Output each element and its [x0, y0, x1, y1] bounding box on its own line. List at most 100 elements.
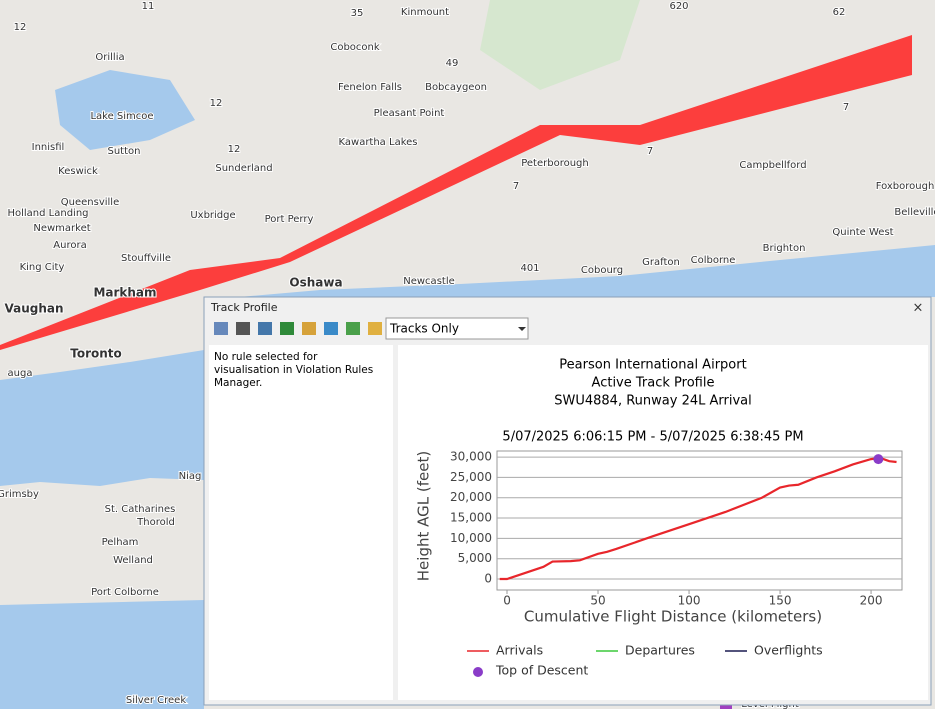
tool-icon[interactable] [280, 322, 294, 335]
y-tick-label: 20,000 [450, 490, 492, 504]
dropdown[interactable] [385, 317, 529, 340]
message: Manager. [214, 377, 262, 389]
map-label: Fenelon Falls [338, 82, 402, 93]
map-label: Cobourg [581, 265, 623, 276]
lake-ontario [0, 350, 204, 486]
map-label: Vaughan [4, 302, 63, 316]
map-label: 401 [520, 263, 539, 274]
message-panel [209, 345, 393, 700]
lake-erie [0, 600, 204, 709]
toolbar: Tracks Only [214, 317, 529, 340]
dropdown-value: Tracks Only [389, 322, 459, 336]
y-tick-label: 5,000 [458, 551, 492, 565]
map-label: Foxborough [876, 181, 935, 192]
map-label: 49 [446, 58, 459, 69]
flight-track [0, 35, 912, 350]
map-label: Oshawa [289, 276, 342, 290]
map-label: Kinmount [401, 7, 449, 18]
tool-icon[interactable] [214, 322, 228, 335]
y-tick-label: 0 [484, 572, 492, 586]
close-button[interactable]: × [913, 301, 924, 316]
plot-frame [496, 450, 903, 591]
map-label: Peterborough [521, 158, 589, 169]
map-label: Holland Landing [7, 208, 88, 219]
map-label: Welland [113, 555, 153, 566]
legend-label: Arrivals [496, 643, 543, 658]
map-label: Keswick [58, 166, 98, 177]
map-label: Coboconk [330, 42, 380, 53]
map-label: Sunderland [215, 163, 272, 174]
map-label: Pelham [102, 537, 139, 548]
tool-icon[interactable] [258, 322, 272, 335]
x-tick-label: 150 [769, 594, 792, 608]
forest [480, 0, 640, 90]
map-label: St. Catharines [105, 504, 176, 515]
top-of-descent [873, 454, 884, 465]
map-label: 62 [833, 7, 846, 18]
x-tick-label: 100 [678, 594, 701, 608]
x-tick-label: 50 [590, 594, 605, 608]
map-label: 11 [142, 1, 155, 12]
map-label: 7 [843, 102, 849, 113]
tool-icon[interactable] [236, 322, 250, 335]
chart-title: Active Track Profile [592, 376, 715, 391]
tool-icon[interactable] [324, 322, 338, 335]
map-label: Grafton [642, 257, 680, 268]
map-label: Markham [93, 286, 156, 300]
map-label: 35 [351, 8, 364, 19]
map-label: 12 [210, 98, 223, 109]
y-tick-label: 30,000 [450, 450, 492, 464]
map-label: Newmarket [33, 223, 90, 234]
chart-title: SWU4884, Runway 24L Arrival [554, 394, 751, 409]
map-label: Aurora [53, 240, 86, 251]
map-label: Belleville [894, 207, 935, 218]
tool-icon[interactable] [346, 322, 360, 335]
map-label: Stouffville [121, 253, 171, 264]
dropdown-arrow [518, 327, 526, 331]
map-label: Innisfil [32, 142, 65, 153]
chart-title: Pearson International Airport [559, 358, 746, 373]
map-label: 7 [513, 181, 519, 192]
map-label: Silver Creek [126, 695, 186, 706]
map-label: King City [20, 262, 65, 273]
series-line [499, 456, 897, 581]
window-title: Track Profile [210, 301, 278, 314]
x-axis-label: Cumulative Flight Distance (kilometers) [524, 608, 822, 626]
map-label: Pleasant Point [374, 108, 445, 119]
message: visualisation in Violation Rules [214, 364, 373, 376]
map-label: 12 [228, 144, 241, 155]
chart-subtitle: 5/07/2025 6:06:15 PM - 5/07/2025 6:38:45… [502, 430, 803, 445]
map-label: Kawartha Lakes [339, 137, 418, 148]
y-tick-label: 25,000 [450, 470, 492, 484]
map-label: Bobcaygeon [425, 82, 487, 93]
map-label: Brighton [763, 243, 806, 254]
map-label: Quinte West [832, 227, 893, 238]
map-label: Orillia [95, 52, 124, 63]
map-label: 12 [14, 22, 27, 33]
lake-ontario-east [204, 245, 935, 300]
map-label: Toronto [70, 347, 122, 361]
map-label: 620 [669, 1, 688, 12]
y-tick-label: 15,000 [450, 511, 492, 525]
x-tick-label: 0 [503, 594, 511, 608]
map-label: auga [8, 368, 33, 379]
tool-icon[interactable] [368, 322, 382, 335]
legend-label: Departures [625, 643, 695, 658]
map-label: Thorold [136, 517, 175, 528]
chart-panel [398, 345, 928, 700]
legend-label: Overflights [754, 643, 823, 658]
map-label: Newcastle [403, 276, 455, 287]
y-axis-label: Height AGL (feet) [415, 451, 433, 581]
map-label: Lake Simcoe [90, 111, 153, 122]
map-label: Grimsby [0, 489, 39, 500]
message: No rule selected for [214, 351, 318, 363]
tool-icon[interactable] [302, 322, 316, 335]
map-label: Campbellford [739, 160, 806, 171]
map-label: Uxbridge [190, 210, 235, 221]
lake-simcoe [55, 70, 195, 150]
map-label: Sutton [108, 146, 141, 157]
map-label: Port Colborne [91, 587, 159, 598]
map-label: Port Perry [265, 214, 314, 225]
